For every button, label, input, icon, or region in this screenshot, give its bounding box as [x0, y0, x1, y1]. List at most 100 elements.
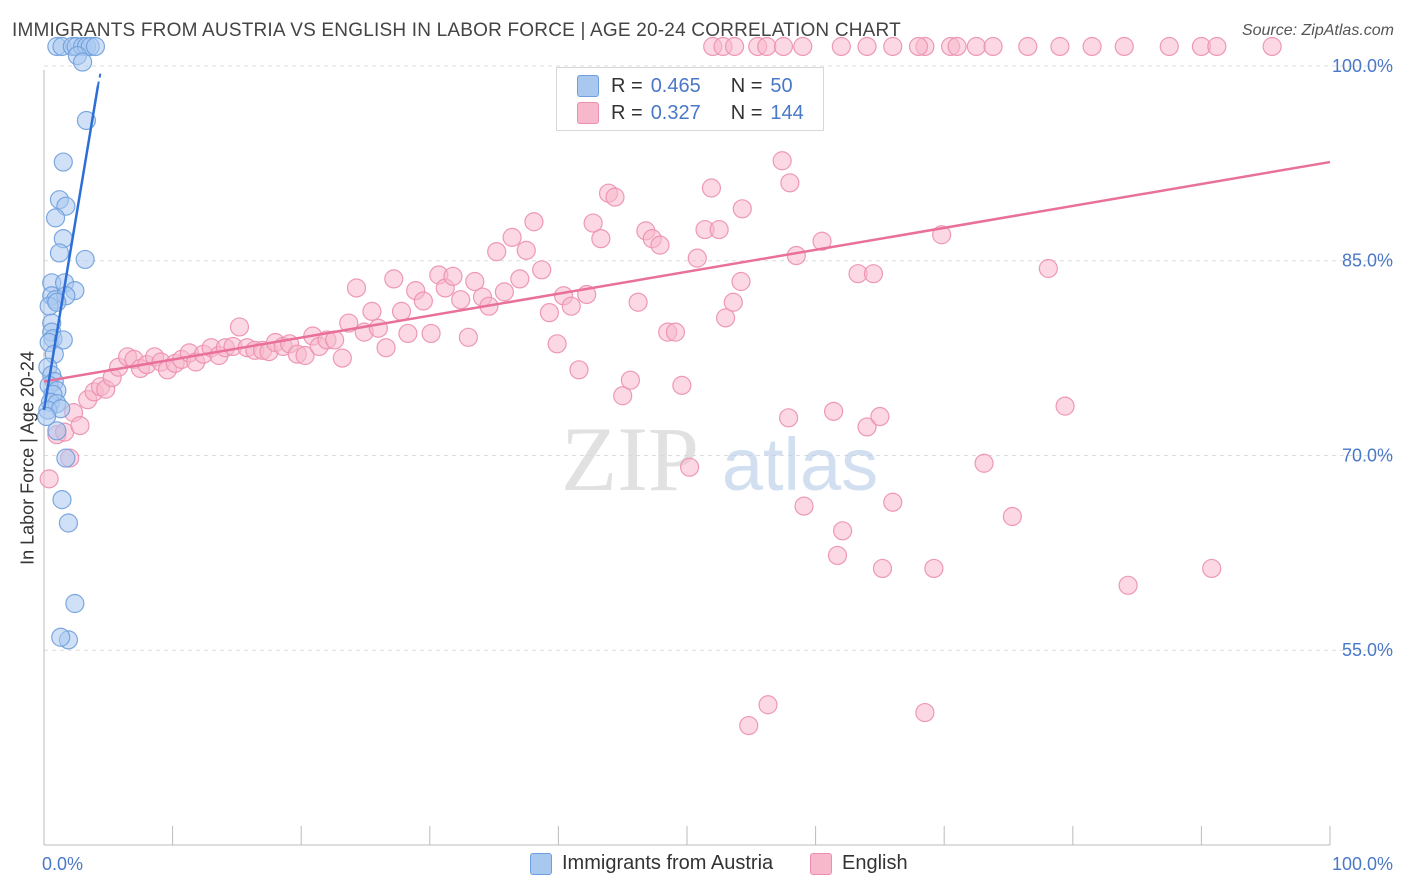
- english-point: [731, 271, 751, 292]
- source-credit: Source: ZipAtlas.com: [1241, 22, 1394, 39]
- austria-point: [49, 243, 70, 263]
- english-point: [665, 322, 686, 342]
- english-point: [773, 36, 794, 57]
- english-point: [413, 291, 433, 311]
- trend-line-english: [43, 160, 1331, 383]
- english-point: [494, 282, 514, 302]
- english-point: [715, 308, 736, 328]
- english-point: [516, 240, 536, 260]
- bottom-legend-english: English: [810, 852, 908, 875]
- english-point: [870, 406, 890, 427]
- english-point: [524, 212, 544, 232]
- english-point: [679, 457, 700, 477]
- english-point: [421, 323, 441, 344]
- legend-swatch-english: [577, 102, 599, 124]
- stats-legend: R = 0.465 N = 50 R = 0.327 N = 144: [556, 67, 824, 131]
- english-point: [758, 695, 778, 715]
- austria-point: [51, 627, 71, 647]
- english-point: [757, 36, 777, 57]
- bottom-legend-label-austria: Immigrants from Austria: [562, 852, 774, 874]
- english-point: [1055, 396, 1075, 416]
- austria-point: [52, 490, 72, 510]
- english-point: [672, 375, 692, 395]
- austria-point: [58, 513, 79, 533]
- english-point: [458, 327, 478, 347]
- english-point: [346, 278, 367, 298]
- legend-row-english: R = 0.327 N = 144: [577, 100, 804, 126]
- english-point: [724, 36, 745, 57]
- english-point: [915, 702, 935, 723]
- english-point: [863, 264, 884, 284]
- english-point: [1050, 36, 1070, 57]
- english-point: [391, 301, 412, 321]
- english-point: [1038, 258, 1058, 279]
- trend-line-austria: [42, 85, 100, 411]
- y-tick-label: 70.0%: [1342, 445, 1393, 465]
- english-point: [857, 417, 877, 437]
- english-point: [1202, 558, 1222, 579]
- austria-point: [36, 406, 57, 427]
- legend-swatch-austria: [577, 75, 599, 97]
- english-point: [701, 178, 722, 198]
- english-point: [794, 496, 814, 516]
- english-point: [376, 338, 396, 358]
- bottom-legend-austria: Immigrants from Austria: [530, 852, 773, 875]
- english-point: [883, 492, 903, 512]
- legend-r-value: 0.465: [650, 74, 701, 97]
- trend-lines: [42, 72, 1331, 411]
- english-point: [827, 545, 848, 566]
- gridlines: [44, 65, 1395, 651]
- y-tick-label: 100.0%: [1332, 56, 1393, 76]
- english-point: [732, 199, 752, 219]
- english-point: [687, 248, 707, 268]
- english-point: [583, 213, 603, 233]
- legend-row-austria: R = 0.465 N = 50: [577, 73, 793, 99]
- english-point: [793, 36, 813, 57]
- legend-n-value: 144: [770, 101, 804, 124]
- english-point: [398, 323, 418, 344]
- english-point: [384, 269, 404, 289]
- english-point: [1018, 36, 1038, 57]
- english-point: [368, 318, 388, 338]
- english-point: [1159, 36, 1179, 57]
- english-point: [502, 227, 522, 247]
- english-point: [605, 187, 625, 207]
- english-point: [812, 231, 832, 251]
- english-point: [613, 386, 633, 406]
- english-point: [772, 151, 792, 171]
- austria-point: [53, 330, 73, 350]
- english-point: [561, 296, 581, 316]
- english-point: [443, 266, 463, 286]
- legend-n-label: N =: [730, 74, 763, 97]
- english-point: [924, 558, 944, 579]
- watermark-atlas: atlas: [722, 423, 878, 506]
- english-point: [1082, 36, 1102, 57]
- bottom-legend-swatch-english: [810, 852, 832, 875]
- austria-point: [53, 152, 73, 172]
- english-point: [510, 269, 530, 289]
- english-point: [778, 408, 799, 428]
- english-point: [974, 453, 994, 473]
- english-point: [947, 36, 967, 57]
- english-point: [628, 292, 648, 312]
- english-point: [723, 292, 743, 312]
- bottom-legend-swatch-austria: [530, 852, 552, 875]
- english-point: [1114, 36, 1134, 57]
- english-point: [465, 271, 485, 292]
- english-point: [332, 348, 352, 368]
- english-point: [983, 36, 1003, 57]
- english-point: [620, 370, 641, 390]
- english-point: [1262, 36, 1282, 57]
- english-point: [362, 301, 382, 321]
- english-point: [780, 173, 800, 193]
- axes: [43, 70, 1331, 846]
- english-point: [487, 242, 507, 262]
- english-point: [547, 334, 567, 354]
- y-tick-label: 85.0%: [1342, 251, 1393, 271]
- english-point: [650, 235, 670, 255]
- english-point: [739, 715, 759, 736]
- english-point: [70, 416, 90, 436]
- english-point: [786, 245, 806, 266]
- english-point: [831, 36, 851, 57]
